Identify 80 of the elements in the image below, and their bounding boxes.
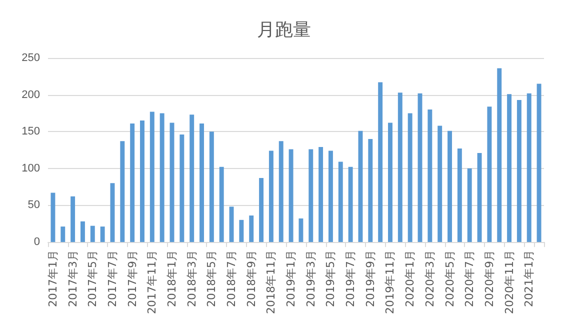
- bar: [338, 162, 343, 242]
- bar: [278, 141, 284, 242]
- x-tick-label: 2020年3月: [423, 250, 436, 307]
- x-tick-label: 2021年1月: [522, 250, 536, 307]
- x-tick-label: 2017年11月: [146, 250, 159, 314]
- x-tick-label: 2017年5月: [86, 250, 100, 307]
- x-tick-label: 2017年3月: [66, 250, 80, 307]
- bar: [239, 220, 244, 242]
- y-tick-label: 0: [34, 236, 40, 248]
- bar: [408, 113, 412, 242]
- x-tick-label: 2019年5月: [324, 250, 338, 307]
- bar: [259, 178, 264, 242]
- x-tick-label: 2018年1月: [166, 250, 178, 307]
- bar: [477, 152, 482, 242]
- bar: [190, 114, 194, 242]
- bar: [467, 168, 472, 242]
- x-tick-label: 2019年1月: [284, 250, 298, 307]
- bar: [229, 206, 234, 242]
- x-tick-label: 2020年7月: [463, 250, 476, 307]
- bar: [100, 226, 105, 242]
- x-tick-label: 2020年1月: [404, 250, 417, 307]
- x-tick-label: 2020年9月: [482, 250, 496, 307]
- bar: [180, 134, 184, 242]
- x-tick-label: 2019年9月: [364, 250, 377, 307]
- bar: [50, 192, 56, 242]
- bar: [536, 84, 542, 242]
- x-tick-label: 2017年1月: [46, 250, 60, 307]
- bar: [308, 149, 314, 242]
- bar: [160, 113, 164, 242]
- bar: [388, 122, 392, 242]
- bar: [448, 130, 452, 242]
- bar: [80, 221, 85, 242]
- y-tick-label: 250: [22, 52, 40, 64]
- bar: [150, 112, 154, 242]
- bar: [120, 141, 125, 242]
- y-tick-label: 50: [28, 199, 40, 212]
- bar: [140, 120, 144, 242]
- bar: [200, 124, 204, 242]
- x-tick-label: 2018年11月: [264, 250, 278, 314]
- bar: [457, 148, 462, 242]
- bar: [507, 94, 512, 242]
- bar: [438, 126, 442, 242]
- bar: [130, 124, 135, 242]
- bar: [318, 147, 324, 242]
- x-tick-label: 2020年5月: [443, 250, 456, 307]
- bar: [368, 138, 373, 242]
- x-tick-label: 2017年7月: [106, 250, 119, 307]
- x-tick-label: 2018年3月: [185, 250, 198, 307]
- bar: [110, 183, 115, 242]
- x-tick-label: 2019年3月: [304, 250, 318, 307]
- bar: [249, 216, 254, 242]
- chart-title: 月跑量: [257, 20, 311, 40]
- y-tick-label: 100: [22, 162, 40, 174]
- bar: [70, 196, 76, 242]
- x-tick-label: 2019年11月: [384, 250, 397, 314]
- bar: [288, 149, 294, 242]
- bar: [358, 130, 363, 242]
- bar: [348, 166, 353, 242]
- bar: [328, 150, 333, 242]
- bar: [209, 132, 214, 242]
- y-tick-label: 200: [22, 88, 40, 101]
- bar: [497, 68, 502, 242]
- x-tick-label: 2018年5月: [205, 250, 218, 307]
- x-tick-label: 2019年7月: [344, 250, 358, 307]
- x-tick-label: 2018年7月: [225, 250, 238, 307]
- bar: [298, 218, 304, 242]
- bar: [90, 226, 95, 242]
- x-tick-label: 2017年9月: [126, 250, 139, 307]
- bar: [487, 106, 492, 242]
- x-tick-label: 2020年11月: [502, 250, 516, 314]
- x-tick-label: 2018年9月: [244, 250, 258, 307]
- bar: [219, 166, 224, 242]
- bar: [526, 93, 532, 242]
- bar: [268, 150, 274, 242]
- bar: [428, 110, 432, 242]
- bar: [60, 226, 66, 242]
- bar: [398, 92, 402, 242]
- bar: [378, 82, 383, 242]
- y-tick-label: 150: [22, 126, 40, 138]
- bar: [516, 100, 522, 242]
